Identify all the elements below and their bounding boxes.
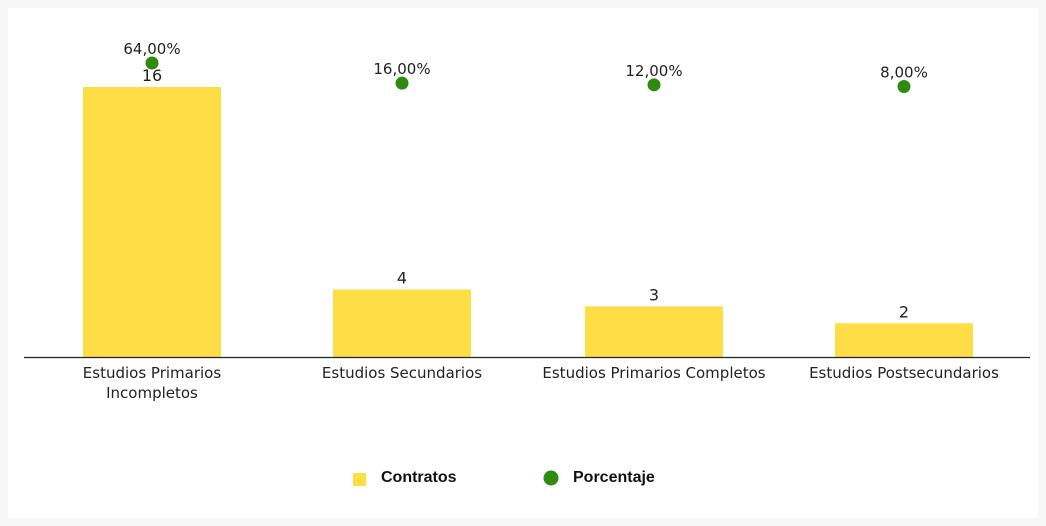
percentage-dot-3 (647, 78, 661, 92)
bar-4 (835, 323, 973, 357)
legend-label-porcentaje: Porcentaje (573, 469, 655, 486)
category-label-2: Estudios Secundarios (322, 364, 482, 382)
legend-dot-swatch (543, 470, 559, 486)
category-label-1-line-1: Estudios Primarios (83, 364, 222, 382)
percentage-dot-1 (145, 56, 159, 70)
category-label-1-line-2: Incompletos (106, 384, 198, 402)
bar-value-label-4: 2 (899, 302, 909, 321)
percentage-label-4: 8,00% (880, 64, 928, 82)
percentage-label-1: 64,00% (123, 40, 180, 58)
bar-1 (83, 87, 221, 357)
percentage-dot-4 (897, 80, 911, 94)
legend-bar-swatch (353, 473, 366, 486)
category-label-3: Estudios Primarios Completos (542, 364, 765, 382)
bar-value-label-1: 16 (142, 66, 162, 85)
bar-value-label-3: 3 (649, 285, 659, 304)
category-label-4: Estudios Postsecundarios (809, 364, 999, 382)
bar-3 (585, 306, 723, 357)
legend-label-contratos: Contratos (381, 469, 457, 486)
percentage-label-3: 12,00% (625, 62, 682, 80)
bar-value-label-2: 4 (397, 269, 407, 288)
percentage-dot-2 (395, 76, 409, 90)
percentage-label-2: 16,00% (373, 60, 430, 78)
bar-2 (333, 289, 471, 357)
